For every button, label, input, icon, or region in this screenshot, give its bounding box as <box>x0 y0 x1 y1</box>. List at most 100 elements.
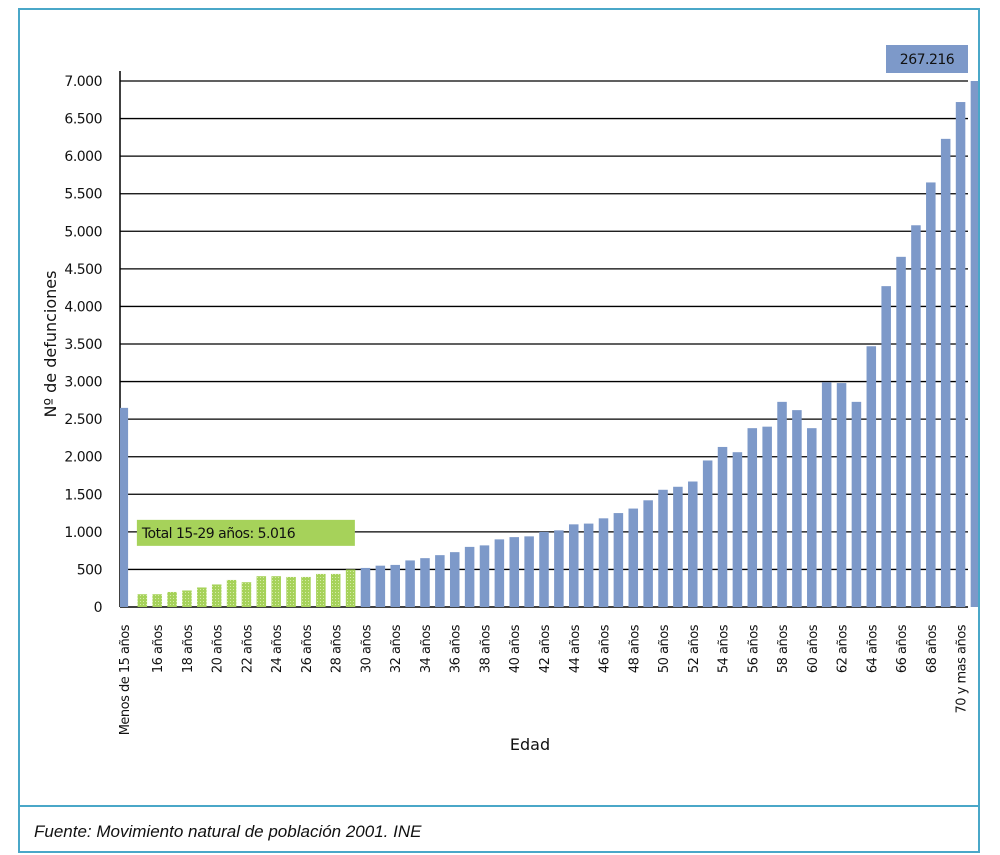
bar <box>583 523 594 607</box>
bar <box>554 530 564 607</box>
x-tick-label: 44 años <box>568 624 583 673</box>
bar <box>301 576 311 607</box>
bar <box>717 446 728 607</box>
x-tick-label: 56 años <box>746 624 761 673</box>
x-tick-label: 18 años <box>181 624 196 673</box>
x-tick-label: 70 y mas años <box>955 624 970 713</box>
bar <box>182 590 192 607</box>
x-tick-label: 40 años <box>508 624 523 673</box>
x-tick-label: 54 años <box>717 624 732 673</box>
bar <box>688 481 698 607</box>
y-tick-label: 1.000 <box>64 525 102 541</box>
bar <box>940 138 951 608</box>
x-tick-label: 32 años <box>389 624 404 673</box>
y-tick-label: 6.000 <box>64 149 102 165</box>
bar <box>256 576 267 607</box>
x-tick-label: 62 años <box>836 624 851 673</box>
x-tick-label: 52 años <box>687 624 702 673</box>
bar <box>926 182 936 607</box>
x-tick-label: 60 años <box>806 624 821 673</box>
bar <box>420 558 430 607</box>
bar <box>702 460 713 607</box>
bar <box>851 401 862 607</box>
x-axis-title: Edad <box>510 735 550 754</box>
x-tick-label: 30 años <box>359 624 374 673</box>
y-tick-label: 500 <box>77 562 102 578</box>
bar <box>211 584 222 607</box>
bar <box>955 102 966 607</box>
total-annotation-box <box>136 519 355 546</box>
bar <box>286 576 296 607</box>
bar <box>152 594 162 607</box>
bar <box>911 225 921 607</box>
bar <box>896 256 906 607</box>
x-tick-label: 46 años <box>598 624 613 673</box>
y-tick-label: 6.500 <box>64 112 102 128</box>
bar <box>628 508 639 607</box>
x-tick-label: 42 años <box>538 624 553 673</box>
y-tick-label: 2.500 <box>64 412 102 428</box>
bar <box>197 587 207 607</box>
x-tick-label: Menos de 15 años <box>118 624 133 735</box>
bar <box>821 382 832 607</box>
bar <box>241 582 252 607</box>
x-tick-label: 58 años <box>776 624 791 673</box>
bar <box>494 539 505 607</box>
bar <box>524 536 534 607</box>
bar <box>137 594 148 607</box>
bar <box>120 407 129 607</box>
y-tick-label: 1.500 <box>64 487 102 503</box>
x-tick-label: 16 años <box>151 624 166 673</box>
bar <box>836 383 847 607</box>
divider <box>20 805 978 807</box>
bar <box>390 564 400 607</box>
truncated-value-box <box>886 45 968 73</box>
bar-chart: 0 500 1.000 1.500 2.000 2.500 3.000 3.500 4.000 4… <box>41 45 978 754</box>
x-tick-label: 34 años <box>419 624 434 673</box>
bar <box>792 410 802 607</box>
chart-frame: 0 500 1.000 1.500 2.000 2.500 3.000 3.500 4.000 4… <box>18 8 980 853</box>
bar <box>747 428 758 607</box>
y-tick-label: 2.000 <box>64 450 102 466</box>
bar <box>673 486 683 607</box>
bar <box>464 546 475 607</box>
bar <box>970 81 978 607</box>
truncated-value-label: 267.216 <box>900 52 955 68</box>
bar <box>509 537 520 607</box>
bar <box>539 531 549 607</box>
bar <box>375 565 386 607</box>
x-tick-label: 28 años <box>330 624 345 673</box>
x-tick-label: 66 años <box>895 624 910 673</box>
bar <box>658 489 668 607</box>
source-note: Fuente: Movimiento natural de población … <box>34 822 422 841</box>
bar <box>613 513 624 607</box>
x-tick-label: 50 años <box>657 624 672 673</box>
bar <box>762 426 772 607</box>
bar <box>316 573 326 607</box>
x-tick-label: 48 años <box>627 624 642 673</box>
y-tick-label: 5.000 <box>64 224 102 240</box>
x-tick-label: 36 años <box>449 624 464 673</box>
bar <box>345 569 356 607</box>
x-tick-label: 68 años <box>925 624 940 673</box>
y-tick-label: 4.500 <box>64 262 102 278</box>
y-tick-label: 0 <box>94 600 102 616</box>
bar <box>881 286 891 607</box>
bar <box>435 555 445 607</box>
y-tick-label: 4.000 <box>64 299 102 315</box>
y-tick-label: 5.500 <box>64 187 102 203</box>
bar <box>479 545 490 607</box>
bar <box>405 560 415 607</box>
bar <box>271 576 281 607</box>
bar <box>807 428 817 607</box>
y-tick-label: 7.000 <box>64 74 102 90</box>
total-annotation-label: Total 15-29 años: 5.016 <box>141 526 296 542</box>
x-tick-label: 22 años <box>240 624 255 673</box>
bar <box>330 573 341 607</box>
bar <box>732 452 743 607</box>
bar <box>568 524 579 607</box>
bar <box>777 401 787 607</box>
bar <box>598 518 609 607</box>
x-tick-label: 64 años <box>865 624 880 673</box>
x-tick-label: 38 años <box>478 624 493 673</box>
